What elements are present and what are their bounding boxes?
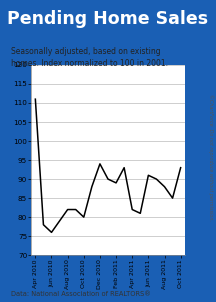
Text: ©ChartForce  Do not reproduce without permission.: ©ChartForce Do not reproduce without per… [208,94,213,220]
Text: Data: National Association of REALTORS®: Data: National Association of REALTORS® [11,291,151,297]
Text: Pending Home Sales: Pending Home Sales [7,10,209,28]
Text: Seasonally adjusted, based on existing
homes. Index normalized to 100 in 2001.: Seasonally adjusted, based on existing h… [11,47,168,68]
